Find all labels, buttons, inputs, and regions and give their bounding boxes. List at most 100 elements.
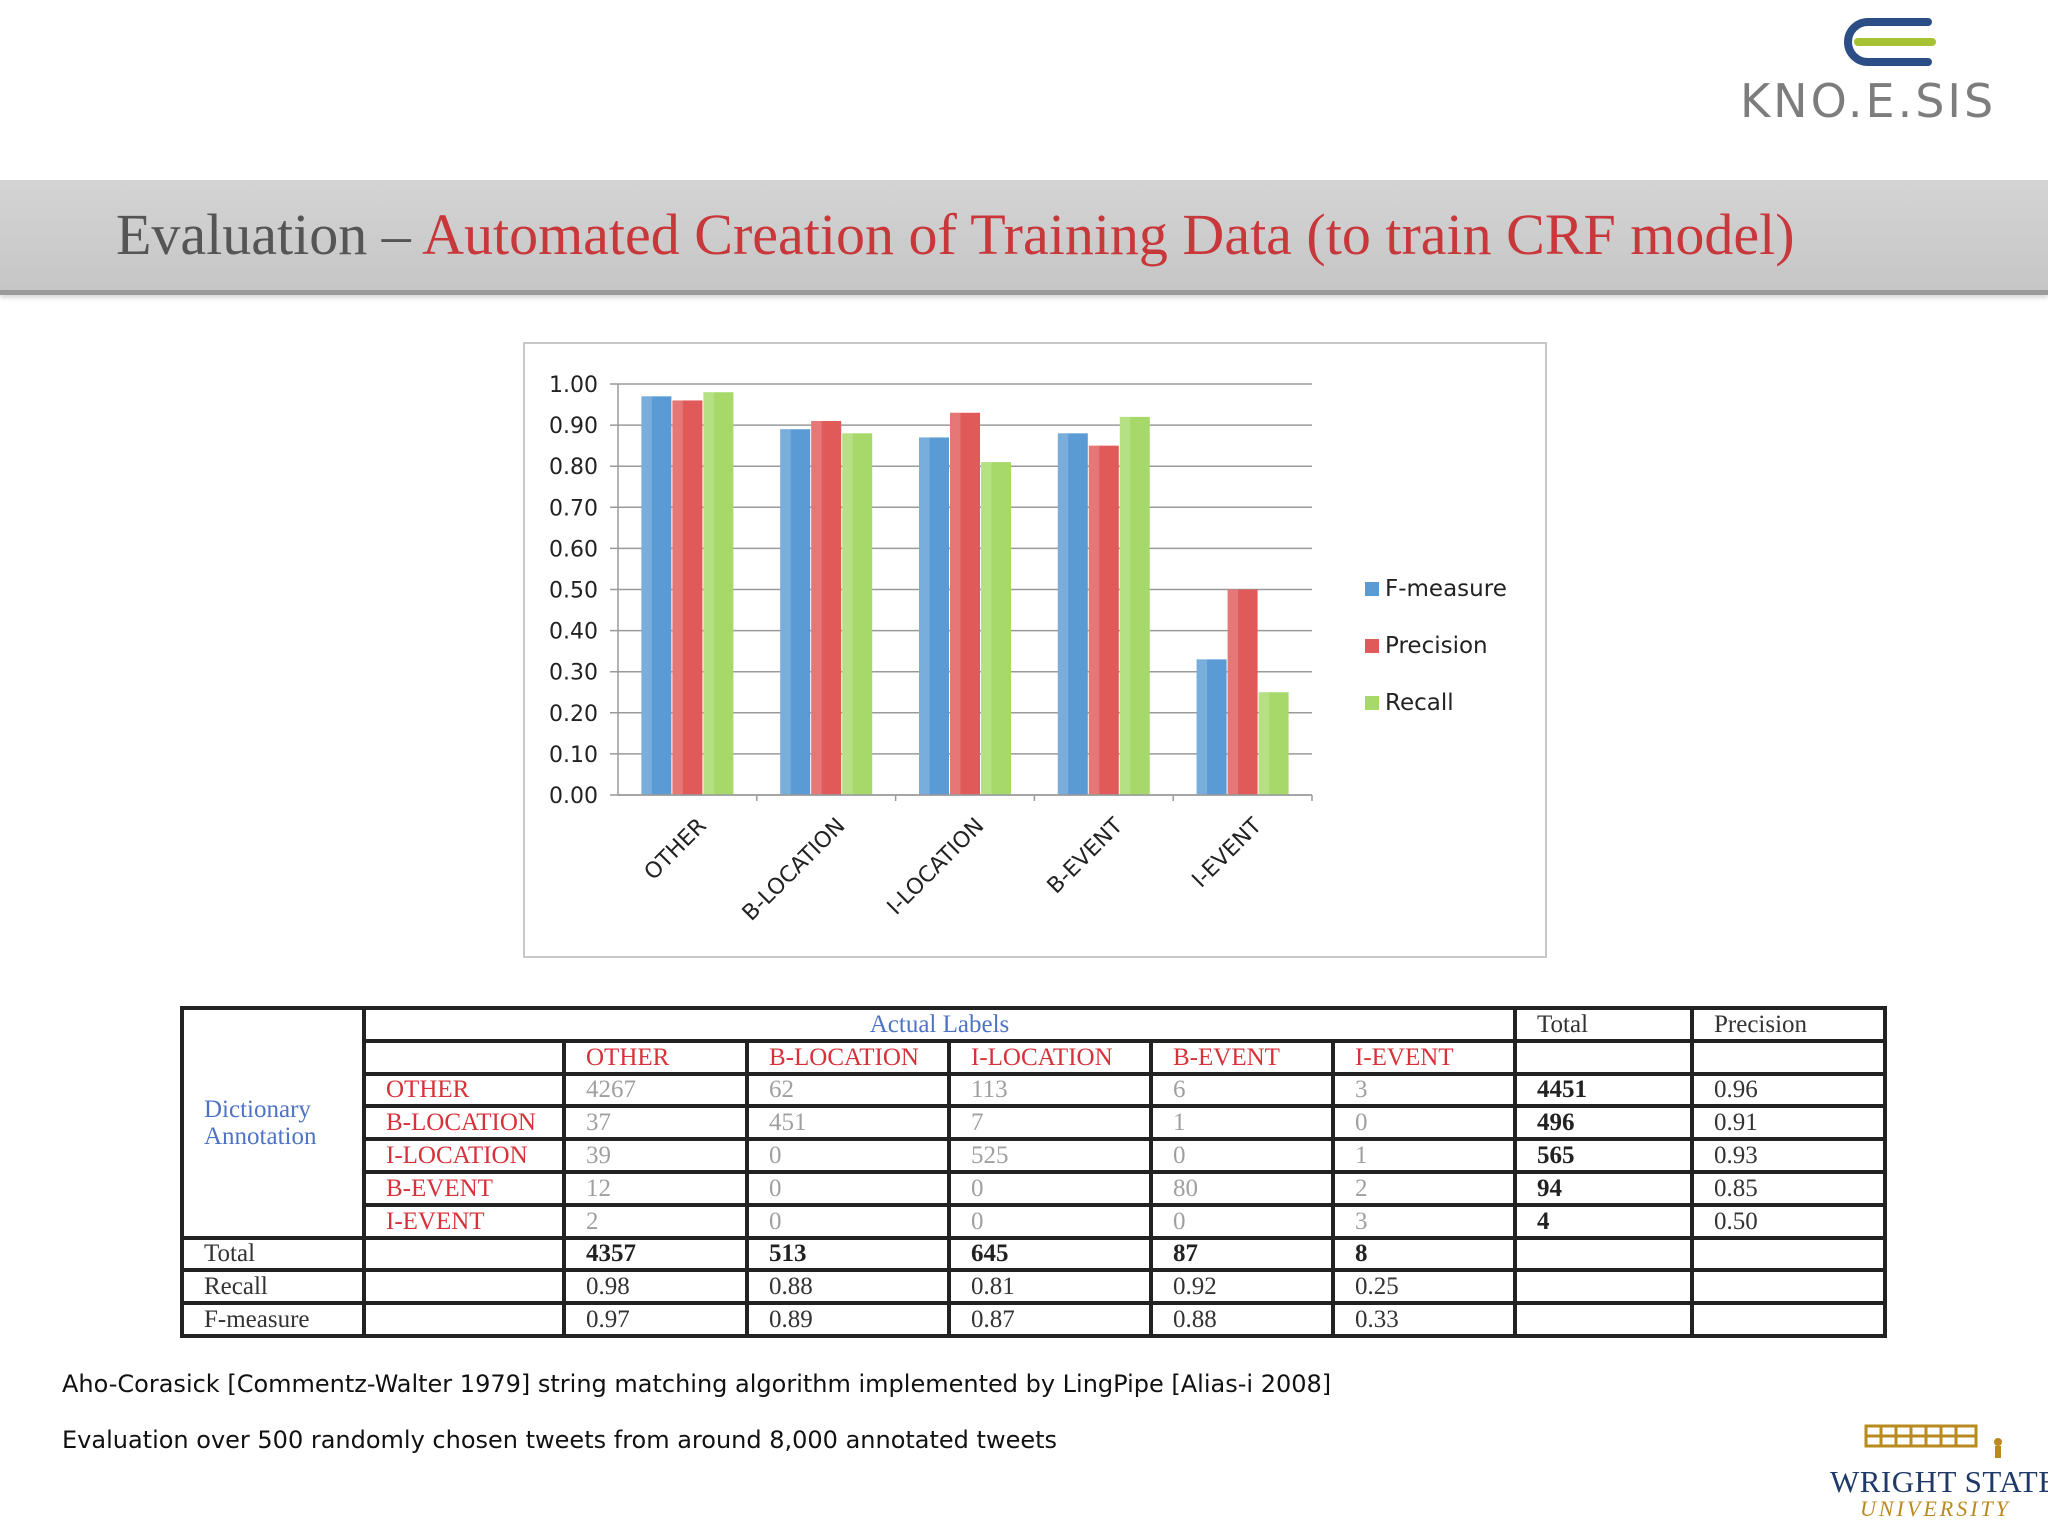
table-cell: 1 xyxy=(1149,1104,1335,1142)
bar xyxy=(1227,589,1258,795)
row-total: 496 xyxy=(1513,1104,1694,1142)
y-tick-label: 0.30 xyxy=(549,661,598,686)
table-cell: 3 xyxy=(1331,1202,1517,1240)
title-prefix: Evaluation – xyxy=(116,202,423,267)
table-cell: 2 xyxy=(562,1202,749,1240)
x-tick-label: B-LOCATION xyxy=(738,814,851,927)
row-precision: 0.93 xyxy=(1690,1137,1887,1174)
row-precision: 0.96 xyxy=(1690,1071,1887,1109)
y-tick-label: 0.50 xyxy=(549,579,598,604)
column-recall: 0.88 xyxy=(745,1268,951,1306)
legend-swatch xyxy=(1365,639,1379,653)
column-f-measure: 0.87 xyxy=(947,1301,1153,1338)
row-total: 565 xyxy=(1513,1137,1694,1174)
summary-row-f-measure: F-measure 0.97 0.89 0.87 0.88 0.33 xyxy=(180,1301,1887,1338)
table-cell: 525 xyxy=(947,1137,1153,1174)
table-cell: 62 xyxy=(745,1071,951,1109)
x-tick-label: I-LOCATION xyxy=(883,814,990,921)
precision-header: Precision xyxy=(1690,1006,1887,1043)
bar-highlight xyxy=(842,433,853,795)
column-recall: 0.92 xyxy=(1149,1268,1335,1306)
legend-label: Recall xyxy=(1385,690,1454,716)
table-cell: 39 xyxy=(562,1137,749,1174)
knoesis-logo-mark xyxy=(1844,18,1936,66)
table-cell: 6 xyxy=(1149,1071,1335,1109)
column-recall: 0.25 xyxy=(1331,1268,1517,1306)
empty-cell xyxy=(1690,1235,1887,1273)
y-tick-label: 1.00 xyxy=(549,373,598,398)
bar-chart: 0.00 0.10 0.20 0.30 0.40 0.50 0.60 0.70 0.80 0.90… xyxy=(523,342,1547,958)
bar-highlight xyxy=(641,396,652,795)
table-row: I-EVENT 2 0 0 0 3 4 0.50 xyxy=(182,1202,1887,1240)
bar xyxy=(1088,445,1119,795)
table-row: B-LOCATION 37 451 7 1 0 496 0.91 xyxy=(182,1104,1887,1142)
row-label: B-EVENT xyxy=(362,1169,566,1207)
row-label: B-LOCATION xyxy=(362,1104,566,1142)
bar xyxy=(1119,416,1150,795)
empty-cell xyxy=(362,1268,566,1306)
x-tick-label: I-EVENT xyxy=(1188,813,1268,893)
table-cell: 4267 xyxy=(562,1071,749,1109)
bar-highlight xyxy=(780,429,791,795)
column-header: B-LOCATION xyxy=(745,1038,951,1076)
empty-cell xyxy=(1513,1301,1694,1338)
bar xyxy=(1057,433,1088,795)
y-tick-label: 0.80 xyxy=(549,455,598,480)
total-header: Total xyxy=(1513,1006,1694,1043)
table-cell: 80 xyxy=(1149,1169,1335,1207)
bar-highlight xyxy=(1088,445,1100,795)
table-cell: 113 xyxy=(947,1071,1153,1109)
table-cell: 0 xyxy=(1149,1202,1335,1240)
knoesis-logo: KNO.E.SIS xyxy=(1740,12,2040,132)
row-label: OTHER xyxy=(362,1071,566,1109)
empty-cell xyxy=(362,1235,566,1273)
empty-cell xyxy=(1690,1301,1887,1338)
y-tick-label: 0.60 xyxy=(549,537,598,562)
legend-label: F-measure xyxy=(1385,576,1507,602)
footnote: Aho-Corasick [Commentz-Walter 1979] stri… xyxy=(62,1370,1332,1398)
knoesis-logo-text: KNO.E.SIS xyxy=(1740,74,1997,128)
summary-row-total: Total 4357 513 645 87 8 xyxy=(180,1235,1887,1273)
row-group-label-line: Dictionary xyxy=(204,1095,311,1123)
legend-swatch xyxy=(1365,696,1379,710)
column-total: 645 xyxy=(947,1235,1153,1273)
column-total: 8 xyxy=(1331,1235,1517,1273)
empty-cell xyxy=(362,1038,566,1076)
summary-label: Recall xyxy=(180,1268,366,1306)
row-total: 4451 xyxy=(1513,1071,1694,1109)
bar-chart-svg: 0.00 0.10 0.20 0.30 0.40 0.50 0.60 0.70 0.80 0.90… xyxy=(549,373,1507,927)
table-cell: 0 xyxy=(745,1169,951,1207)
bar-highlight xyxy=(811,420,822,795)
column-f-measure: 0.33 xyxy=(1331,1301,1517,1338)
column-f-measure: 0.89 xyxy=(745,1301,951,1338)
table-cell: 0 xyxy=(947,1169,1153,1207)
empty-cell xyxy=(362,1301,566,1338)
confusion-matrix-table: Dictionary Annotation Actual Labels Tota… xyxy=(180,1006,1887,1338)
column-f-measure: 0.88 xyxy=(1149,1301,1335,1338)
y-tick-label: 0.00 xyxy=(549,784,598,809)
wright-state-subtitle: UNIVERSITY xyxy=(1860,1496,2011,1521)
row-total: 94 xyxy=(1513,1169,1694,1207)
table-cell: 7 xyxy=(947,1104,1153,1142)
table-cell: 0 xyxy=(947,1202,1153,1240)
bar-highlight xyxy=(950,412,961,795)
header-row-top: Dictionary Annotation Actual Labels Tota… xyxy=(180,1006,1887,1240)
y-tick-label: 0.10 xyxy=(549,743,598,768)
y-tick-label: 0.90 xyxy=(549,414,598,439)
row-label: I-LOCATION xyxy=(362,1137,566,1174)
legend-label: Precision xyxy=(1385,633,1488,659)
bar xyxy=(703,392,734,795)
table-row: OTHER 4267 62 113 6 3 4451 0.96 xyxy=(182,1071,1887,1109)
bar xyxy=(672,400,703,795)
empty-cell xyxy=(1513,1235,1694,1273)
table-cell: 0 xyxy=(745,1137,951,1174)
header-row-columns: OTHER B-LOCATION I-LOCATION B-EVENT I-EV… xyxy=(182,1038,1887,1076)
bar-highlight xyxy=(1227,589,1239,795)
row-precision: 0.85 xyxy=(1690,1169,1887,1207)
footnote: Evaluation over 500 randomly chosen twee… xyxy=(62,1426,1058,1454)
column-header: B-EVENT xyxy=(1149,1038,1335,1076)
title-main: Automated Creation of Training Data (to … xyxy=(422,202,1795,267)
table-cell: 37 xyxy=(562,1104,749,1142)
column-header: I-EVENT xyxy=(1331,1038,1517,1076)
